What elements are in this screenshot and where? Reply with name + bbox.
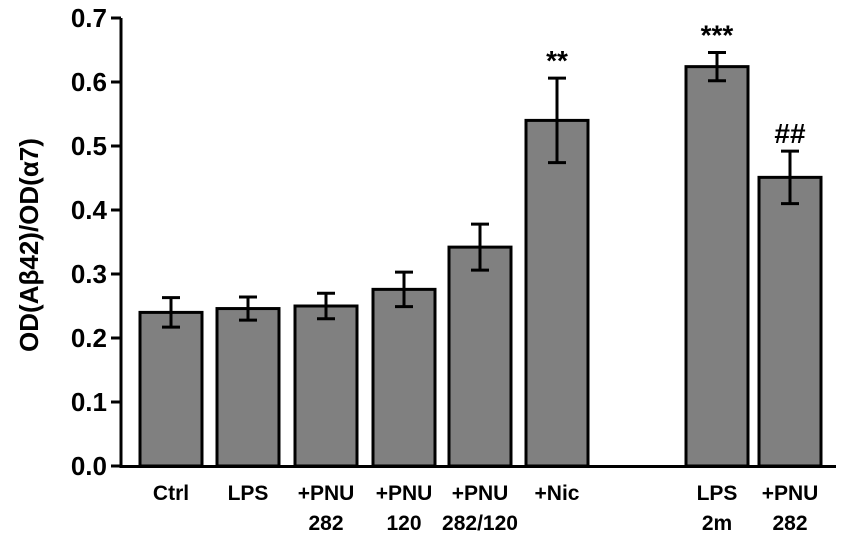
bar [447,245,513,468]
bar [215,307,281,468]
bar [757,175,823,468]
x-category-sublabel: 282 [308,512,343,535]
significance-label: ## [774,118,806,149]
y-tick-label: 0.1 [71,387,107,417]
x-category-label: +PNU [376,482,433,505]
bars-group: *****## [138,20,823,468]
bar [138,310,204,468]
category-labels: Ctrl LPS +PNU 282 +PNU 120 +PNU 282/120 +Nic LPS 2… [153,482,818,535]
y-tick-label: 0.6 [71,67,107,97]
x-category-sublabel: 282/120 [442,512,518,535]
x-category-sublabel: 120 [386,512,421,535]
x-category-label: LPS [697,482,738,505]
bar [524,118,590,468]
significance-label: *** [701,20,734,51]
x-category-label: +Nic [535,482,580,505]
bar [371,287,437,468]
y-tick-label: 0.2 [71,323,107,353]
significance-label: ** [546,45,568,76]
bar [684,65,750,468]
y-tick-label: 0.5 [71,131,107,161]
y-tick-label: 0.3 [71,259,107,289]
y-tick-label: 0.4 [71,195,108,225]
x-category-label: +PNU [452,482,509,505]
x-category-sublabel: 282 [772,512,807,535]
bar [293,304,359,468]
y-axis-ticks: 0.0 0.1 0.2 0.3 0.4 0.5 0.6 0.7 [71,3,121,481]
x-category-sublabel: 2m [702,512,732,535]
x-category-label: LPS [228,482,269,505]
x-category-label: Ctrl [153,482,189,505]
x-category-label: +PNU [762,482,819,505]
x-category-label: +PNU [298,482,355,505]
y-tick-label: 0.7 [71,3,107,33]
y-axis-label: OD(Aβ42)/OD(α7) [14,138,44,352]
y-tick-label: 0.0 [71,451,107,481]
